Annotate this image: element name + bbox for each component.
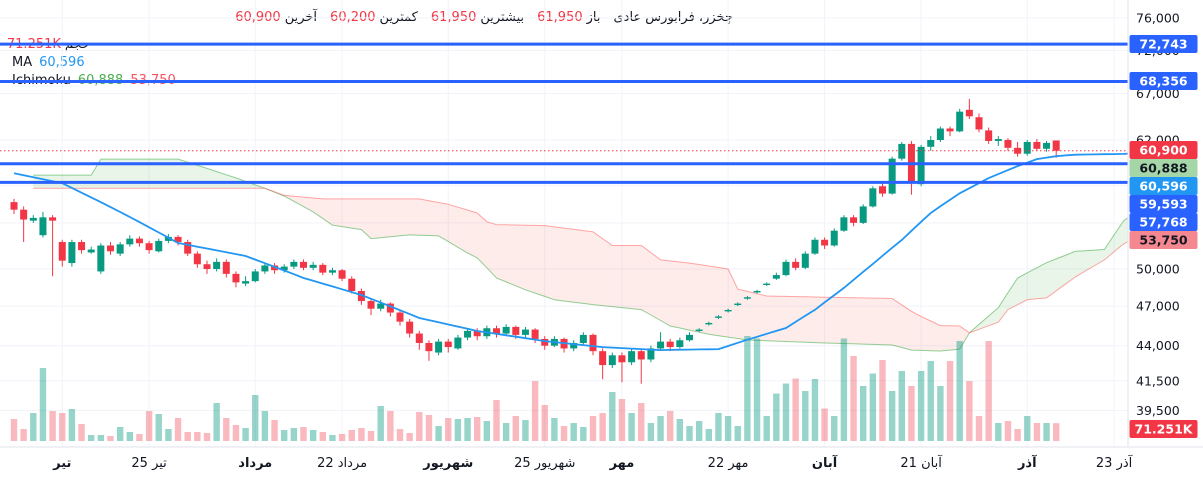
time-tick-label: 21 آبان: [900, 454, 943, 471]
price-tick-label: 50,000: [1136, 262, 1180, 277]
price-tick-label: 47,000: [1136, 299, 1180, 314]
alert-lines[interactable]: [0, 42, 1128, 184]
ichimoku-cloud: [33, 158, 1128, 352]
price-badge-57,768: 57,768: [1139, 215, 1187, 230]
time-tick-label: آبان: [812, 454, 838, 471]
time-tick-label: 25 تیر: [131, 456, 167, 471]
time-tick-label: 22 مهر: [708, 456, 749, 471]
price-badge-60,900: 60,900: [1139, 143, 1188, 158]
time-tick-label: 22 مرداد: [317, 456, 367, 471]
price-tick-label: 76,000: [1136, 10, 1180, 25]
senkou-a-line: [33, 158, 1128, 352]
time-tick-label: مرداد: [238, 456, 272, 471]
price-badge-71.251K: 71.251K: [1135, 422, 1194, 437]
time-axis-bg[interactable]: [0, 447, 1203, 478]
time-tick-label: مهر: [609, 456, 635, 471]
price-badge-53,750: 53,750: [1139, 233, 1188, 248]
price-badge-60,888: 60,888: [1139, 161, 1187, 176]
ma-label: MA: [12, 55, 33, 70]
volume-bars: [10, 336, 1060, 441]
price-badge-60,596: 60,596: [1139, 179, 1188, 194]
price-badge-59,593: 59,593: [1139, 197, 1187, 212]
time-tick-label: تیر: [52, 456, 71, 471]
price-tick-label: 39,500: [1136, 403, 1180, 418]
ma-line: [13, 152, 1128, 352]
time-tick-label: شهریور: [422, 456, 473, 471]
price-badges: 72,743 68,356 60,900 60,888 60,596 59,593 57,7…: [1129, 35, 1198, 438]
price-badge-72,743: 72,743: [1139, 37, 1187, 52]
time-axis[interactable]: تیر 25 تیر مرداد 22 مرداد شهریور 25 شهریور مهر…: [52, 454, 1134, 471]
time-tick-label: 23 آذر: [1096, 454, 1134, 471]
time-tick-label: 25 شهریور: [514, 456, 575, 471]
time-tick-label: آذر: [1017, 454, 1037, 471]
price-tick-label: 41,500: [1136, 373, 1180, 388]
senkou-b-line: [33, 187, 1128, 334]
price-badge-68,356: 68,356: [1139, 74, 1188, 89]
price-tick-label: 44,000: [1136, 338, 1180, 353]
